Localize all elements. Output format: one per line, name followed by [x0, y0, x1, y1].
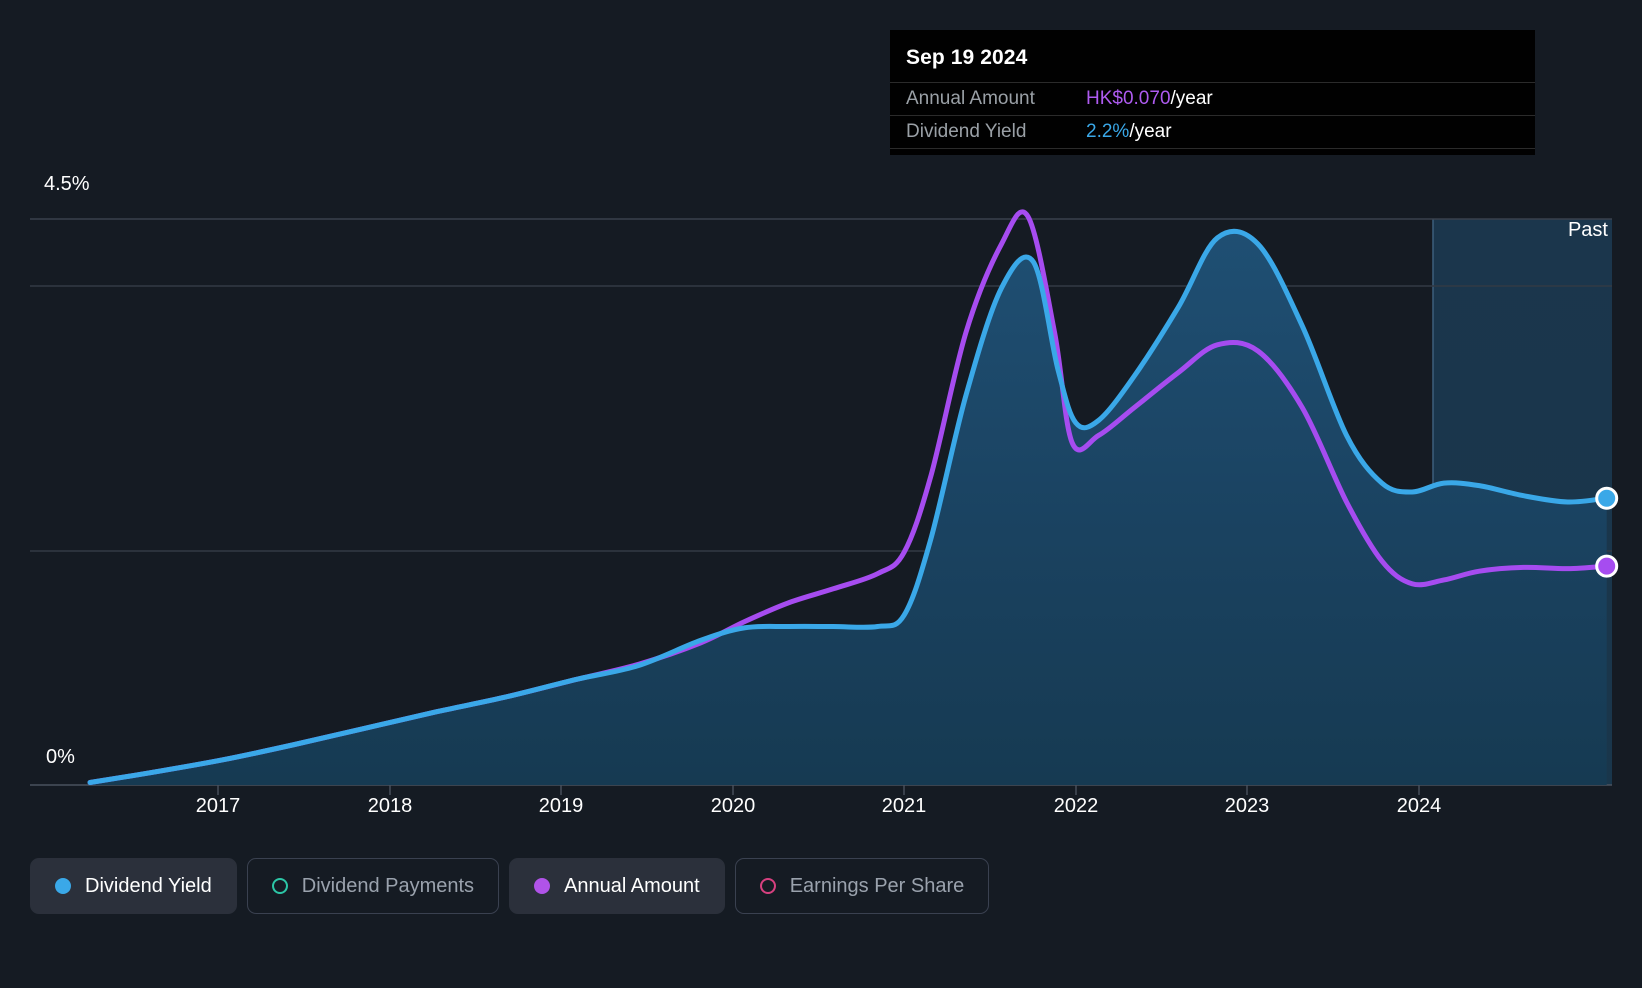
tooltip-value-annual-amount-suffix: /year: [1170, 88, 1213, 109]
legend-marker-icon: [271, 878, 288, 894]
x-axis-label-2022: 2022: [1053, 795, 1099, 817]
tooltip-value-dividend-yield: 2.2%/year: [1086, 121, 1172, 143]
dividend-yield-line: [87, 228, 1610, 785]
x-axis-label-2023: 2023: [1224, 795, 1270, 817]
tooltip-value-annual-amount-number: HK$0.070: [1086, 88, 1171, 109]
x-axis-label-2019: 2019: [538, 795, 584, 817]
legend-label: Dividend Payments: [301, 874, 475, 897]
tooltip-row-annual-amount: Annual Amount HK$0.070/year: [890, 82, 1535, 115]
tooltip-label-annual-amount: Annual Amount: [906, 88, 1035, 109]
legend-dividend-payments[interactable]: Dividend Payments: [246, 858, 500, 914]
tooltip-value-dividend-yield-number: 2.2%: [1086, 121, 1130, 142]
legend-marker-icon: [55, 878, 71, 894]
x-axis-label-2021: 2021: [881, 795, 927, 817]
legend-label: Dividend Yield: [85, 874, 212, 897]
legend-label: Earnings Per Share: [789, 874, 965, 897]
x-axis-ticks: [217, 785, 1420, 795]
legend-earnings-per-share[interactable]: Earnings Per Share: [734, 858, 990, 914]
y-axis-label-top: 4.5%: [44, 173, 90, 195]
x-axis-label-2020: 2020: [710, 795, 756, 817]
x-axis-label-2024: 2024: [1396, 795, 1442, 817]
tooltip-value-dividend-yield-suffix: /year: [1129, 121, 1172, 142]
legend-dividend-yield[interactable]: Dividend Yield: [30, 858, 237, 914]
chart-legend: Dividend Yield Dividend Payments Annual Am…: [30, 858, 990, 914]
x-axis-label-2018: 2018: [367, 795, 413, 817]
tooltip-label-dividend-yield: Dividend Yield: [906, 121, 1027, 142]
tooltip-row-dividend-yield: Dividend Yield 2.2%/year: [890, 115, 1535, 149]
past-region-label: Past: [1567, 219, 1608, 241]
x-axis-label-2017: 2017: [195, 795, 241, 817]
dividend-yield-area: [90, 231, 1607, 786]
legend-marker-icon: [534, 878, 551, 894]
tooltip-value-annual-amount: HK$0.070/year: [1086, 88, 1213, 110]
legend-label: Annual Amount: [564, 874, 700, 897]
annual-amount-end-marker: [1595, 554, 1619, 578]
y-axis-label-bottom: 0%: [46, 746, 75, 768]
legend-marker-icon: [759, 878, 776, 894]
series-end-markers: [1595, 486, 1619, 578]
legend-annual-amount[interactable]: Annual Amount: [509, 858, 725, 914]
tooltip-date: Sep 19 2024: [906, 46, 1028, 69]
chart-tooltip: Sep 19 2024 Annual Amount HK$0.070/year …: [890, 30, 1535, 155]
dividend-yield-end-marker: [1595, 486, 1619, 510]
